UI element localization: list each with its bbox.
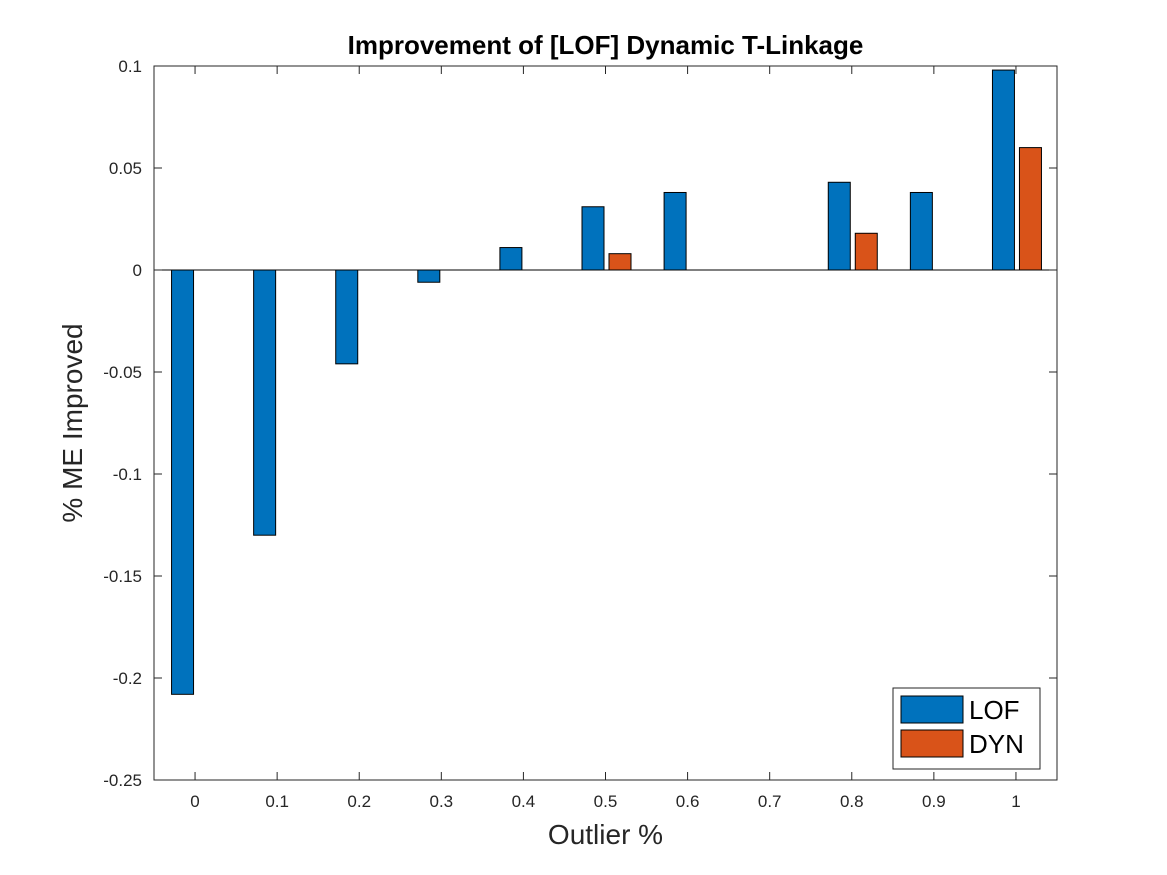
bar-lof-0.6: [663, 191, 687, 271]
y-axis-title: % ME Improved: [57, 323, 88, 522]
x-tick-label: 1: [1011, 792, 1020, 811]
x-tick-label: 0.3: [429, 792, 453, 811]
x-tick-label: 0.5: [594, 792, 618, 811]
bar-lof-1: [991, 69, 1015, 271]
x-tick-label: 0.6: [676, 792, 700, 811]
y-tick-label: 0.05: [109, 159, 142, 178]
x-axis-title: Outlier %: [548, 819, 663, 850]
bar-lof-0.9: [909, 191, 933, 271]
ticks-layer: 0 0.1 0.2 0.3 0.4 0.5 0.6 0.7 0.8 0.9 1 -0.25 -0.2 -0…: [103, 57, 1057, 811]
x-tick-label: 0.2: [347, 792, 371, 811]
x-tick-label: 0.9: [922, 792, 946, 811]
y-tick-label: 0.1: [118, 57, 142, 76]
plot-frame: [153, 65, 1058, 781]
bar-lof-0.8: [827, 181, 851, 271]
legend-swatch-dyn: [900, 729, 964, 758]
y-tick-label: -0.1: [113, 465, 142, 484]
y-tick-label: -0.15: [103, 567, 142, 586]
legend-label-lof: LOF: [969, 695, 1020, 725]
x-tick-label: 0.7: [758, 792, 782, 811]
bar-lof-0: [171, 269, 195, 695]
bars-layer: [171, 69, 1042, 695]
legend: LOF DYN: [892, 687, 1041, 770]
chart-title: Improvement of [LOF] Dynamic T-Linkage: [348, 30, 864, 60]
x-tick-label: 0: [190, 792, 199, 811]
x-tick-label: 0.4: [512, 792, 536, 811]
bar-dyn-0.8: [854, 232, 878, 271]
legend-label-dyn: DYN: [969, 729, 1024, 759]
bar-lof-0.4: [499, 247, 523, 271]
y-tick-label: -0.2: [113, 669, 142, 688]
bar-lof-0.3: [417, 269, 441, 283]
x-tick-label: 0.8: [840, 792, 864, 811]
legend-swatch-lof: [900, 695, 964, 724]
bar-lof-0.1: [253, 269, 277, 536]
bar-dyn-0.5: [608, 253, 632, 271]
y-tick-label: 0: [133, 261, 142, 280]
y-tick-label: -0.05: [103, 363, 142, 382]
bar-dyn-1: [1018, 147, 1042, 271]
bar-lof-0.5: [581, 206, 605, 271]
y-tick-label: -0.25: [103, 771, 142, 790]
x-tick-label: 0.1: [265, 792, 289, 811]
bar-lof-0.2: [335, 269, 359, 365]
